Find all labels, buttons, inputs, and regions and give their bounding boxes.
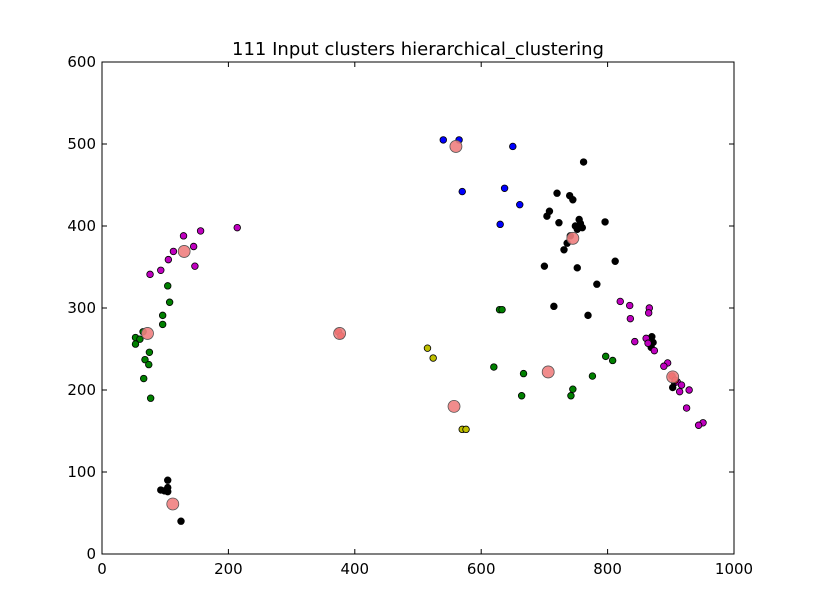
data-point-magenta xyxy=(631,337,639,346)
x-tick-label: 200 xyxy=(214,560,243,578)
centroid-point xyxy=(666,370,680,384)
data-point-black xyxy=(601,218,609,226)
data-point-green xyxy=(165,298,174,306)
data-point-black xyxy=(550,302,558,311)
centroid-point xyxy=(166,497,180,511)
data-point-blue xyxy=(516,200,524,209)
data-point-yellow xyxy=(429,354,437,362)
data-point-black xyxy=(540,262,549,270)
y-tick-label: 400 xyxy=(67,217,96,235)
data-point-black xyxy=(579,158,588,166)
data-point-magenta xyxy=(682,404,691,412)
data-point-green xyxy=(145,360,153,369)
plot-area xyxy=(102,62,734,554)
data-point-green xyxy=(567,392,575,400)
x-tick-label: 400 xyxy=(340,560,369,578)
data-point-black xyxy=(560,246,568,254)
y-tick-label: 0 xyxy=(86,545,96,563)
data-point-black xyxy=(569,196,577,204)
data-point-green xyxy=(608,356,617,365)
data-point-magenta xyxy=(675,387,684,396)
data-point-blue xyxy=(458,187,466,196)
data-points xyxy=(131,136,707,525)
data-point-green xyxy=(588,372,597,380)
data-point-green xyxy=(140,374,148,383)
x-tick-label: 800 xyxy=(593,560,622,578)
data-point-green xyxy=(490,363,498,371)
data-point-black xyxy=(573,264,581,272)
centroid-point xyxy=(447,399,461,413)
data-point-magenta xyxy=(189,242,198,251)
centroid-point xyxy=(449,140,463,153)
data-point-black xyxy=(553,189,561,197)
data-point-green xyxy=(519,369,528,378)
data-point-magenta xyxy=(685,386,693,394)
y-tick-label: 600 xyxy=(67,53,96,71)
centroid-point xyxy=(333,327,347,340)
centroid-point xyxy=(141,327,154,340)
data-point-black xyxy=(584,311,592,320)
data-point-blue xyxy=(439,136,447,144)
data-point-green xyxy=(602,352,610,361)
data-point-magenta xyxy=(694,421,703,429)
axis-ticks: 0 200 400 600 800 1000 0 100 200 300 400 500 600 xyxy=(67,53,753,578)
data-point-green xyxy=(141,355,149,364)
data-point-black xyxy=(164,476,172,484)
data-point-black xyxy=(593,280,601,288)
data-point-green xyxy=(517,392,526,400)
centroid-point xyxy=(541,365,555,379)
centroid-point xyxy=(177,245,191,258)
data-point-green xyxy=(146,394,155,402)
data-point-green xyxy=(158,311,167,320)
x-tick-label: 600 xyxy=(467,560,496,578)
data-point-blue xyxy=(509,142,517,151)
data-point-magenta xyxy=(146,270,154,279)
data-point-green xyxy=(136,335,144,343)
data-point-blue xyxy=(500,184,509,192)
data-point-magenta xyxy=(164,255,173,264)
data-point-magenta xyxy=(179,232,188,240)
data-point-magenta xyxy=(169,247,178,256)
data-point-magenta xyxy=(644,309,653,317)
data-point-magenta xyxy=(157,266,165,274)
data-point-black xyxy=(573,225,581,233)
data-point-green xyxy=(164,282,172,290)
data-point-black xyxy=(164,487,172,496)
x-tick-label: 0 xyxy=(97,560,107,578)
data-point-blue xyxy=(496,220,504,229)
data-point-yellow xyxy=(462,425,470,434)
centroid-point xyxy=(566,231,580,245)
data-point-magenta xyxy=(191,262,199,270)
y-tick-label: 300 xyxy=(67,299,96,317)
y-tick-label: 100 xyxy=(67,463,96,481)
chart-title: 111 Input clusters hierarchical_clusteri… xyxy=(232,39,604,60)
y-tick-label: 500 xyxy=(67,135,96,153)
data-point-black xyxy=(555,219,563,227)
data-point-magenta xyxy=(660,362,668,370)
y-tick-label: 200 xyxy=(67,381,96,399)
data-point-green xyxy=(145,348,154,356)
data-point-black xyxy=(543,212,551,220)
data-point-magenta xyxy=(644,339,652,347)
x-tick-label: 1000 xyxy=(715,560,753,578)
data-point-green xyxy=(158,320,167,329)
cluster-centroids xyxy=(141,140,680,511)
data-point-magenta xyxy=(677,381,686,389)
data-point-magenta xyxy=(626,314,635,323)
data-point-green xyxy=(131,340,140,348)
data-point-magenta xyxy=(616,297,624,306)
data-point-green xyxy=(569,385,577,393)
data-point-magenta xyxy=(196,227,205,235)
data-point-magenta xyxy=(650,346,659,355)
data-point-magenta xyxy=(233,223,241,232)
data-point-black xyxy=(611,257,619,265)
plot-frame xyxy=(101,61,735,555)
data-point-yellow xyxy=(423,344,432,352)
data-point-black xyxy=(177,517,185,525)
data-point-green xyxy=(498,305,506,314)
data-point-magenta xyxy=(626,301,634,310)
